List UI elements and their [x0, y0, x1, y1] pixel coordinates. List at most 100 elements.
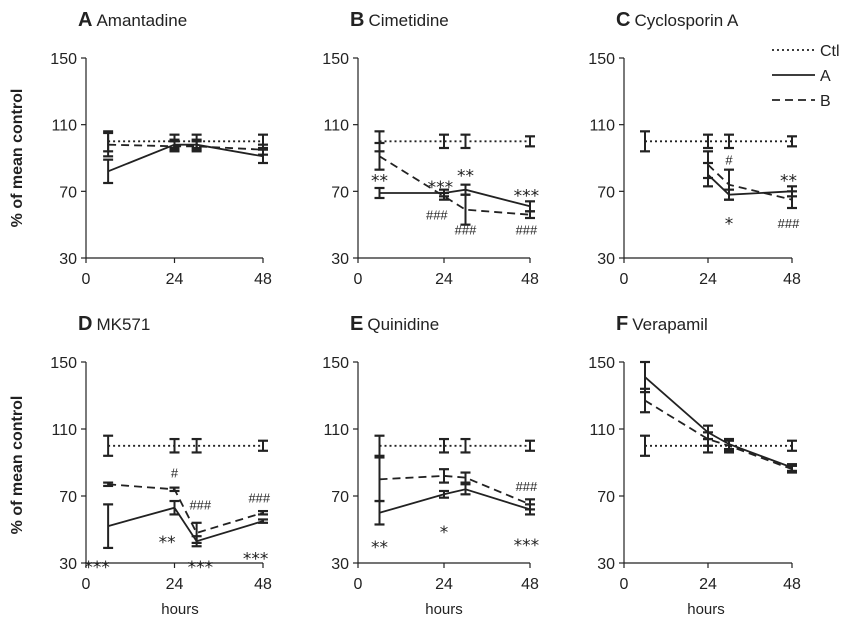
errorbar-b-b	[439, 191, 449, 201]
errorbar-ctl-c	[703, 133, 713, 150]
errorbar-ctl-e	[374, 434, 385, 457]
hash-annotation-b: ###	[516, 223, 538, 238]
y-tick-label-f: 110	[589, 422, 615, 439]
hash-annotation-b: ###	[455, 223, 477, 238]
errorbar-ctl-b	[439, 133, 449, 150]
errorbar-a-f	[640, 360, 650, 394]
x-tick-label-d: 48	[254, 576, 272, 593]
errorbar-ctl-c	[724, 133, 734, 150]
errorbar-ctl-f	[640, 434, 650, 457]
errorbar-a-d	[169, 499, 180, 516]
errorbar-b-b	[525, 210, 535, 220]
y-tick-label-b: 150	[322, 51, 349, 68]
significance-annotation-b: **	[457, 166, 474, 186]
panel-title-c: C Cyclosporin A	[616, 9, 739, 31]
y-tick-label-c: 150	[588, 51, 615, 68]
errorbar-b-e	[374, 456, 385, 503]
errorbar-a-b	[374, 186, 385, 200]
hash-annotation-d: ###	[189, 497, 211, 512]
panel-title-e: E Quinidine	[350, 313, 439, 335]
series-a-line-f	[644, 376, 793, 469]
series-b-line-d	[108, 483, 264, 534]
hash-annotation-c: #	[725, 153, 733, 168]
x-tick-label-e: 0	[354, 576, 363, 593]
series-b-line-e	[379, 474, 531, 506]
significance-annotation-d: ***	[188, 558, 214, 578]
y-tick-label-e: 70	[331, 489, 349, 506]
series-a-line-d	[107, 506, 264, 543]
y-tick-label-e: 30	[331, 556, 349, 573]
errorbar-ctl-c	[640, 130, 650, 153]
y-tick-label-d: 70	[59, 489, 77, 506]
significance-annotation-d: ***	[243, 550, 269, 570]
panel-name-a: Amantadine	[96, 11, 187, 30]
x-tick-label-d: 24	[166, 576, 184, 593]
y-tick-label-f: 30	[597, 556, 615, 573]
y-tick-label-d: 110	[51, 422, 77, 439]
series-a-line-b	[379, 188, 531, 208]
panel-name-f: Verapamil	[632, 315, 708, 334]
errorbar-ctl-d	[103, 434, 114, 457]
panel-name-d: MK571	[96, 315, 150, 334]
errorbar-a-e	[460, 483, 471, 496]
panel-letter-e: E	[350, 313, 363, 335]
legend-b-label: B	[820, 93, 831, 110]
x-tick-label-f: 0	[620, 576, 629, 593]
hash-annotation-d: #	[171, 466, 179, 481]
errorbar-b-c	[724, 168, 734, 201]
y-tick-label-d: 30	[59, 556, 77, 573]
panels: A Amantadine 30 70 110 150 0 24 48 B Cimetidine 30 7…	[50, 9, 801, 593]
errorbar-b-d	[191, 521, 202, 545]
x-tick-label-a: 24	[166, 271, 184, 288]
x-tick-label-e: 48	[521, 576, 539, 593]
errorbar-b-e	[460, 471, 471, 484]
significance-annotation-c: *	[725, 215, 734, 235]
panel-title-b: B Cimetidine	[350, 9, 449, 31]
errorbar-b-d	[103, 481, 114, 488]
x-tick-label-c: 48	[783, 271, 801, 288]
errorbar-ctl-e	[525, 439, 535, 452]
x-tick-label-b: 48	[521, 271, 539, 288]
series-b-line-b	[379, 155, 531, 216]
x-tick-label-f: 24	[699, 576, 717, 593]
y-tick-label-c: 70	[597, 184, 615, 201]
panel-f: F Verapamil 30 70 110 150 0 24 48	[588, 313, 801, 593]
hash-annotation-d: ###	[248, 491, 270, 506]
y-tick-label-b: 30	[331, 251, 349, 268]
panel-name-b: Cimetidine	[368, 11, 448, 30]
y-tick-label-d: 150	[50, 355, 77, 372]
y-tick-label-c: 110	[589, 118, 615, 135]
x-tick-label-a: 48	[254, 271, 272, 288]
errorbar-ctl-d	[169, 437, 180, 454]
hash-annotation-b: ###	[426, 208, 448, 223]
y-tick-label-a: 70	[59, 184, 77, 201]
significance-annotation-b: ***	[514, 186, 540, 206]
y-tick-label-f: 70	[597, 489, 615, 506]
y-tick-label-c: 30	[597, 251, 615, 268]
y-tick-label-a: 150	[50, 51, 77, 68]
panel-title-d: D MK571	[78, 313, 150, 335]
legend-a-label: A	[820, 68, 831, 85]
y-axis-title-top: % of mean control	[9, 89, 26, 228]
x-axis-title-d: hours	[161, 601, 199, 618]
errorbar-b-f	[640, 387, 650, 414]
legend: Ctl A B	[772, 43, 840, 110]
significance-annotation-e: **	[371, 538, 388, 558]
x-tick-label-f: 48	[783, 576, 801, 593]
significance-annotation-e: ***	[514, 536, 540, 556]
series-a-line-a	[107, 143, 264, 173]
y-axis-title-bottom: % of mean control	[9, 396, 26, 535]
errorbar-b-a	[258, 143, 268, 156]
x-tick-label-c: 0	[620, 271, 629, 288]
x-tick-label-d: 0	[82, 576, 91, 593]
panel-letter-d: D	[78, 313, 92, 335]
y-tick-label-a: 30	[59, 251, 77, 268]
hash-annotation-e: ###	[516, 479, 538, 494]
errorbar-b-d	[258, 509, 268, 516]
significance-annotation-c: **	[780, 171, 797, 191]
errorbar-b-d	[169, 486, 180, 493]
